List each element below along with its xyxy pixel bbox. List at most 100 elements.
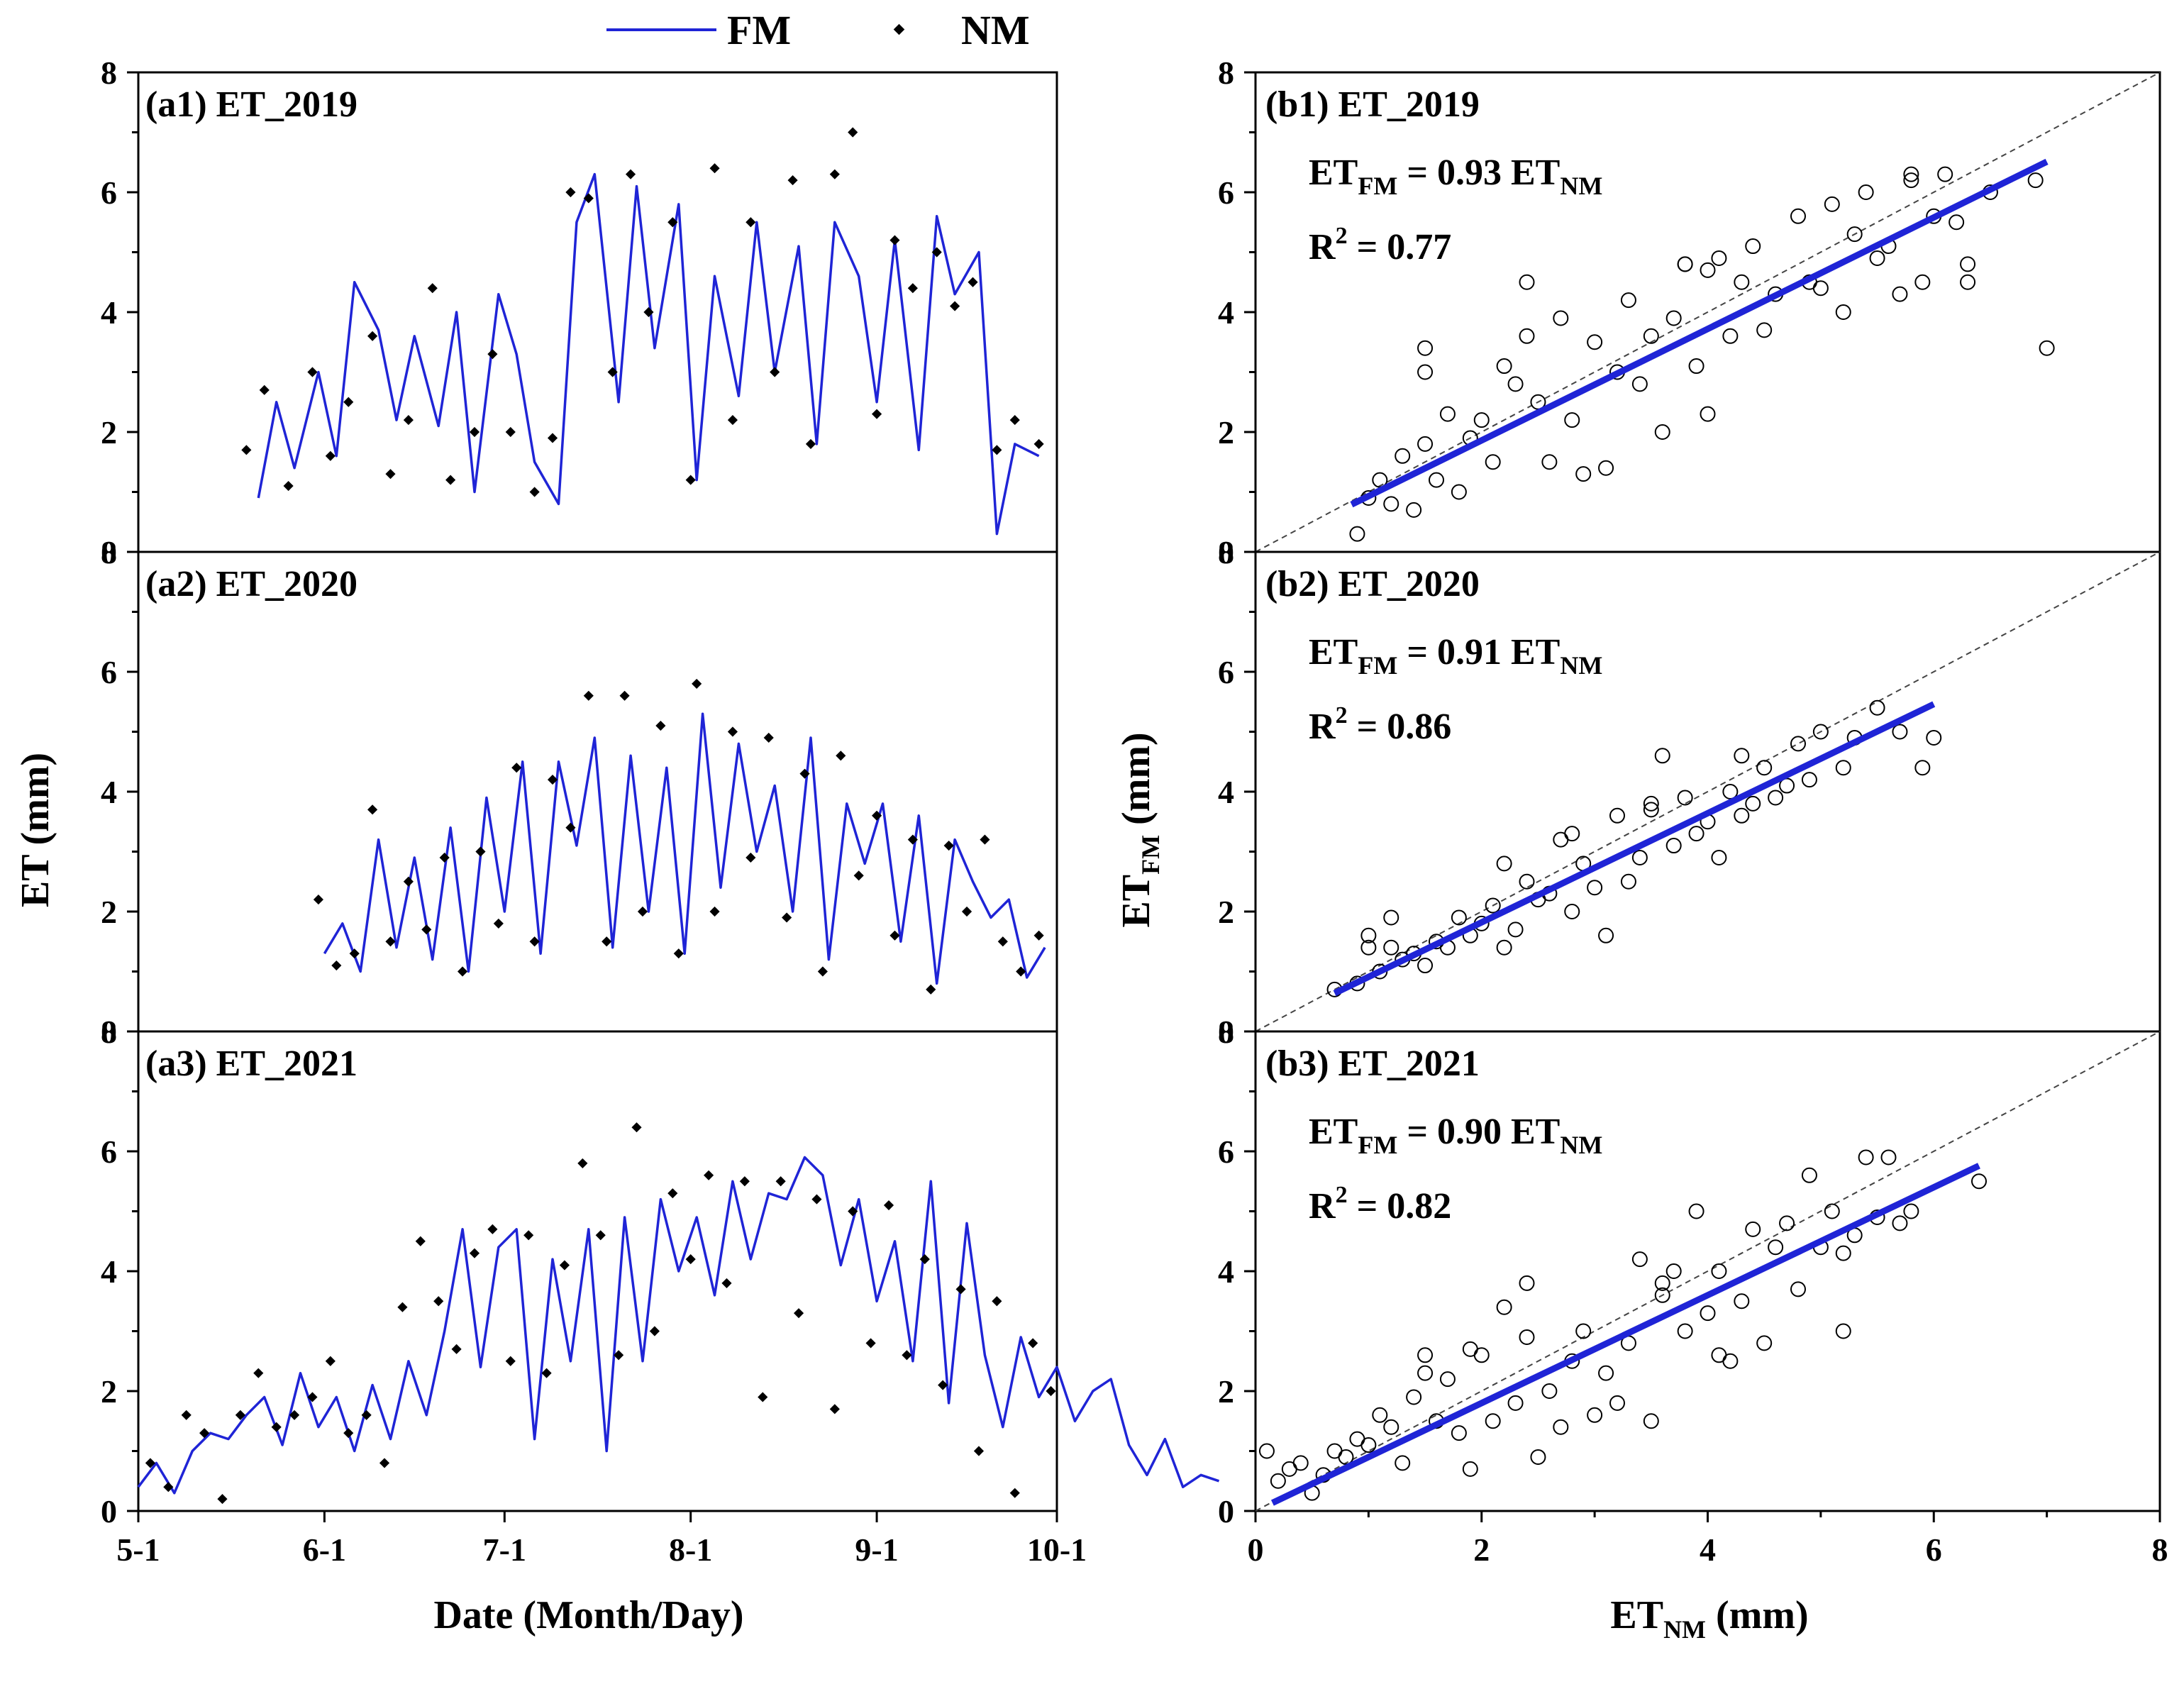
scatter-point <box>1496 856 1512 872</box>
x-tick-label: 6-1 <box>303 1532 346 1568</box>
nm-point <box>325 450 336 461</box>
nm-point <box>349 948 360 959</box>
scatter-point <box>1587 880 1603 896</box>
nm-point <box>379 1458 390 1468</box>
scatter-point <box>1665 1263 1682 1279</box>
nm-point <box>872 810 882 821</box>
scatter-point <box>1654 1275 1670 1291</box>
scatter-point <box>1383 939 1399 956</box>
scatter-point <box>1835 1245 1851 1261</box>
x-tick-label: 9-1 <box>855 1532 898 1568</box>
scatter-point <box>1372 1407 1388 1423</box>
nm-point <box>367 804 378 815</box>
nm-point <box>865 1338 876 1349</box>
y-tick-label: 0 <box>1218 1493 1234 1529</box>
nm-point <box>1033 438 1044 449</box>
nm-point <box>331 960 342 971</box>
nm-point <box>926 984 936 995</box>
r-squared: R2 = 0.82 <box>1309 1182 1451 1227</box>
scatter-point <box>1812 280 1829 297</box>
scatter-point <box>1745 238 1761 255</box>
scatter-point <box>1417 436 1434 452</box>
scatter-point <box>1439 406 1456 422</box>
nm-point <box>241 445 252 455</box>
nm-point <box>793 1308 804 1319</box>
nm-point <box>1046 1385 1056 1397</box>
scatter-point <box>1880 1149 1897 1166</box>
scatter-point <box>1654 1287 1670 1303</box>
x-tick-label: 8 <box>2152 1532 2168 1568</box>
scatter-point <box>1654 748 1670 764</box>
scatter-point <box>1960 256 1976 272</box>
nm-point <box>505 1356 516 1366</box>
nm-point <box>259 384 270 395</box>
nm-point <box>493 918 504 929</box>
one-to-one-line <box>1255 551 2161 1032</box>
nm-point <box>583 193 594 204</box>
nm-point <box>872 409 882 419</box>
scatter-point <box>1756 1335 1773 1351</box>
nm-point <box>469 426 480 438</box>
nm-point <box>889 930 900 941</box>
r-squared: R2 = 0.86 <box>1309 702 1451 747</box>
nm-point <box>433 1296 444 1307</box>
scatter-point <box>1688 358 1704 375</box>
nm-point <box>403 415 414 426</box>
scatter-point <box>1722 784 1739 799</box>
eq-lhs-sub: FM <box>1358 651 1397 680</box>
nm-point <box>649 1326 660 1336</box>
nm-point <box>739 1176 750 1187</box>
scatter-point <box>1914 760 1931 776</box>
scatter-point <box>1541 1383 1558 1399</box>
scatter-point <box>1383 496 1399 512</box>
svg-text:ETFM (mm): ETFM (mm) <box>1114 732 1165 927</box>
scatter-point <box>1971 1173 1987 1190</box>
right-x-tick-labels: 0 2 4 6 8 <box>1248 1532 2168 1568</box>
nm-point <box>727 726 738 737</box>
nm-point <box>919 1254 930 1265</box>
right-x-axis-label: ETNM (mm) <box>1610 1593 1808 1644</box>
nm-point <box>421 924 432 935</box>
eq-lhs: ET <box>1309 632 1358 672</box>
nm-point <box>787 175 798 186</box>
nm-point <box>403 876 414 887</box>
scatter-point <box>1270 1473 1286 1489</box>
r2-value: = 0.82 <box>1348 1186 1452 1227</box>
scatter-point <box>1858 184 1874 200</box>
scatter-point <box>1519 873 1535 890</box>
nm-point <box>758 1392 768 1402</box>
scatter-point <box>1869 250 1885 266</box>
nm-point <box>782 912 792 923</box>
left-x-axis-label: Date (Month/Day) <box>433 1593 743 1637</box>
y-tick-label: 4 <box>1218 1253 1234 1290</box>
x-tick-label: 10-1 <box>1027 1532 1087 1568</box>
nm-point <box>817 966 828 977</box>
y-tick-label: 8 <box>1218 534 1234 570</box>
scatter-point <box>1914 274 1931 290</box>
scatter-point <box>1903 166 1919 182</box>
scatter-point <box>1620 292 1636 309</box>
scatter-point <box>2039 340 2055 356</box>
scatter-point <box>1530 1449 1546 1465</box>
scatter-point <box>1654 424 1670 440</box>
y-tick-label: 4 <box>101 774 117 810</box>
scatter-point <box>1700 262 1716 278</box>
scatter-point <box>1756 322 1773 338</box>
one-to-one-line <box>1255 72 2161 553</box>
nm-point <box>619 690 630 701</box>
scatter-point <box>1383 909 1399 926</box>
scatter-point <box>1892 1215 1908 1231</box>
y-tick-label: 4 <box>1218 774 1234 810</box>
nm-point <box>902 1350 912 1361</box>
scatter-point <box>1451 1425 1467 1441</box>
y-tick-label: 0 <box>101 534 117 570</box>
scatter-point <box>1677 1323 1693 1339</box>
y-tick-label: 6 <box>1218 175 1234 211</box>
nm-point <box>745 217 756 228</box>
nm-point <box>770 367 780 377</box>
nm-point <box>397 1302 408 1312</box>
scatter-point <box>1734 274 1750 290</box>
nm-point <box>889 235 900 245</box>
nm-point <box>559 1260 570 1270</box>
panel-title: (a3) ET_2021 <box>145 1043 357 1084</box>
